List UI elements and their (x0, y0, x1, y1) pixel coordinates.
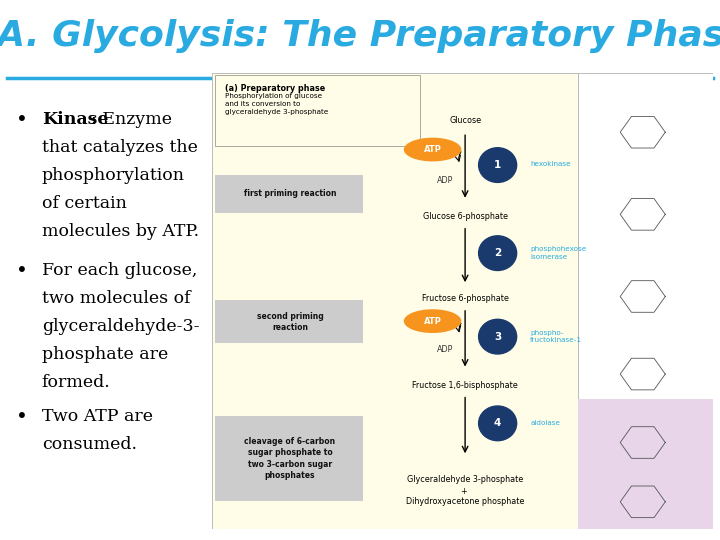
Text: ADP: ADP (437, 346, 454, 354)
FancyBboxPatch shape (577, 73, 713, 529)
FancyBboxPatch shape (215, 175, 362, 213)
Text: glyceraldehyde-3-: glyceraldehyde-3- (42, 318, 199, 335)
Circle shape (479, 236, 517, 271)
Text: (a) Preparatory phase: (a) Preparatory phase (225, 84, 325, 93)
Text: Fructose 1,6-bisphosphate: Fructose 1,6-bisphosphate (413, 381, 518, 390)
Text: two molecules of: two molecules of (42, 290, 190, 307)
Text: + 
Dihydroxyacetone phosphate: + Dihydroxyacetone phosphate (406, 487, 524, 506)
Text: 1: 1 (494, 160, 501, 170)
Text: second priming
reaction: second priming reaction (256, 312, 323, 332)
Text: Phosphorylation of glucose
and its conversion to
glyceraldehyde 3-phosphate: Phosphorylation of glucose and its conve… (225, 93, 328, 116)
Text: hexokinase: hexokinase (530, 161, 571, 167)
Text: molecules by ATP.: molecules by ATP. (42, 223, 199, 240)
Text: : Enzyme: : Enzyme (91, 111, 173, 127)
Circle shape (479, 406, 517, 441)
Text: Glyceraldehyde 3-phosphate: Glyceraldehyde 3-phosphate (407, 475, 523, 484)
Text: 2: 2 (494, 248, 501, 258)
Text: •: • (16, 111, 27, 130)
Text: Two ATP are: Two ATP are (42, 408, 153, 424)
Text: •: • (16, 262, 27, 281)
FancyBboxPatch shape (215, 416, 362, 501)
Text: ATP: ATP (423, 145, 441, 154)
Ellipse shape (404, 138, 462, 161)
Circle shape (479, 319, 517, 354)
Text: 3: 3 (494, 332, 501, 342)
Text: phosphorylation: phosphorylation (42, 167, 185, 184)
Text: consumed.: consumed. (42, 436, 137, 453)
Text: aldolase: aldolase (530, 420, 560, 427)
Text: phosphate are: phosphate are (42, 346, 168, 363)
Text: phospho-
fructokinase-1: phospho- fructokinase-1 (530, 330, 582, 343)
Text: ADP: ADP (437, 176, 454, 185)
FancyBboxPatch shape (212, 73, 577, 529)
FancyBboxPatch shape (215, 300, 362, 343)
Text: Fructose 6-phosphate: Fructose 6-phosphate (422, 294, 508, 303)
Ellipse shape (404, 309, 462, 333)
Text: •: • (16, 408, 27, 427)
FancyBboxPatch shape (577, 399, 713, 529)
Text: 4: 4 (494, 418, 501, 428)
Text: 4A. Glycolysis: The Preparatory Phase: 4A. Glycolysis: The Preparatory Phase (0, 19, 720, 53)
Text: Glucose: Glucose (449, 116, 481, 125)
Text: that catalyzes the: that catalyzes the (42, 139, 197, 156)
Text: cleavage of 6-carbon
sugar phosphate to
two 3-carbon sugar
phosphates: cleavage of 6-carbon sugar phosphate to … (244, 437, 336, 480)
Text: ATP: ATP (423, 316, 441, 326)
Text: Glucose 6-phosphate: Glucose 6-phosphate (423, 212, 508, 221)
Text: phosphohexose
isomerase: phosphohexose isomerase (530, 246, 586, 260)
Text: Kinase: Kinase (42, 111, 108, 127)
Text: of certain: of certain (42, 195, 127, 212)
Text: formed.: formed. (42, 374, 110, 391)
Text: first priming reaction: first priming reaction (243, 190, 336, 198)
Text: For each glucose,: For each glucose, (42, 262, 197, 279)
Circle shape (479, 148, 517, 183)
FancyBboxPatch shape (215, 75, 420, 146)
